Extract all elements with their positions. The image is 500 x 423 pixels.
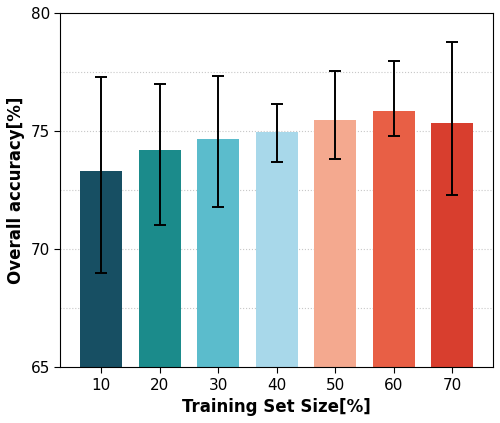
Bar	[197, 139, 239, 367]
Bar	[80, 171, 122, 367]
Bar	[372, 111, 415, 367]
Y-axis label: Overall accuracy[%]: Overall accuracy[%]	[7, 96, 25, 284]
X-axis label: Training Set Size[%]: Training Set Size[%]	[182, 398, 371, 416]
Bar	[138, 150, 180, 367]
Bar	[314, 121, 356, 367]
Bar	[256, 132, 298, 367]
Bar	[431, 123, 474, 367]
